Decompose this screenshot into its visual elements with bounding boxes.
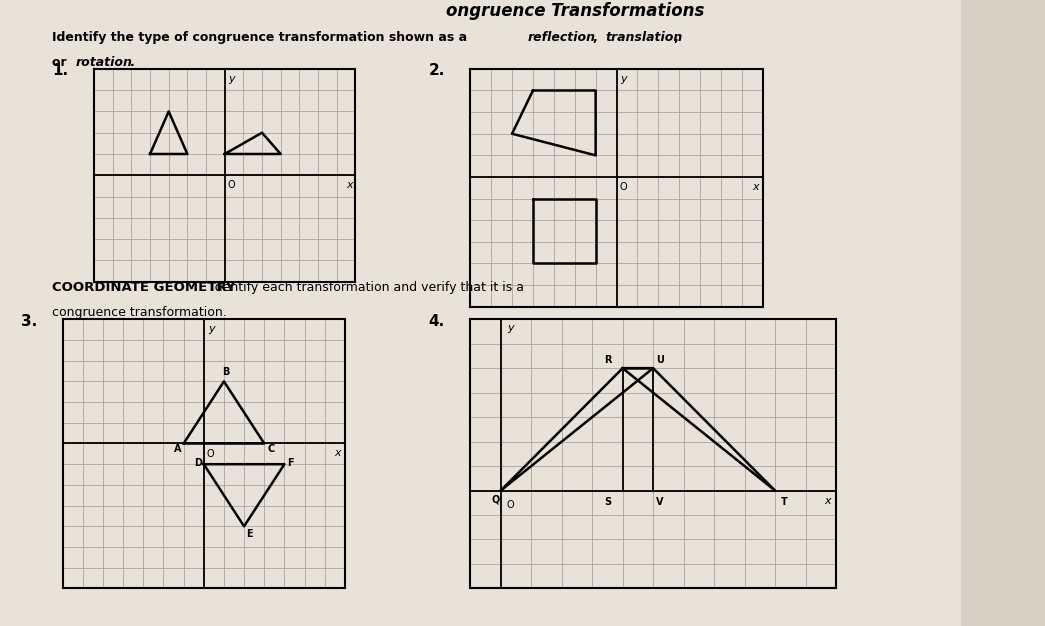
Text: A: A: [173, 444, 181, 454]
Text: B: B: [222, 367, 229, 377]
Text: congruence transformation.: congruence transformation.: [52, 306, 227, 319]
Text: F: F: [287, 458, 294, 468]
Text: x: x: [752, 182, 759, 192]
Text: rotation: rotation: [75, 56, 132, 69]
Text: 3.: 3.: [21, 314, 38, 329]
Text: D: D: [193, 458, 202, 468]
Text: ongruence Transformations: ongruence Transformations: [445, 2, 704, 19]
Text: 4.: 4.: [428, 314, 445, 329]
Text: E: E: [247, 529, 253, 539]
Text: Q: Q: [491, 495, 500, 505]
Text: O: O: [507, 500, 514, 510]
Text: y: y: [621, 74, 627, 84]
Text: COORDINATE GEOMETRY: COORDINATE GEOMETRY: [52, 281, 235, 294]
Text: O: O: [620, 182, 627, 192]
Text: x: x: [823, 496, 831, 506]
Text: y: y: [507, 324, 513, 334]
Text: O: O: [207, 449, 214, 459]
Text: translation: translation: [605, 31, 682, 44]
Text: y: y: [208, 324, 214, 334]
Text: Identify each transformation and verify that it is a: Identify each transformation and verify …: [207, 281, 524, 294]
Text: U: U: [656, 356, 664, 366]
Text: .: .: [130, 56, 135, 69]
Text: 2.: 2.: [428, 63, 445, 78]
Text: reflection: reflection: [528, 31, 596, 44]
Text: y: y: [229, 74, 235, 84]
Text: Identify the type of congruence transformation shown as a: Identify the type of congruence transfor…: [52, 31, 471, 44]
Text: x: x: [334, 448, 342, 458]
Text: C: C: [268, 444, 275, 454]
Text: O: O: [228, 180, 235, 190]
Text: x: x: [346, 180, 352, 190]
Text: R: R: [604, 356, 612, 366]
Text: 1.: 1.: [52, 63, 68, 78]
Text: T: T: [782, 497, 788, 507]
Text: or: or: [52, 56, 71, 69]
Text: V: V: [656, 497, 664, 507]
Text: S: S: [604, 497, 611, 507]
Text: ,: ,: [673, 31, 678, 44]
Text: ,: ,: [593, 31, 602, 44]
